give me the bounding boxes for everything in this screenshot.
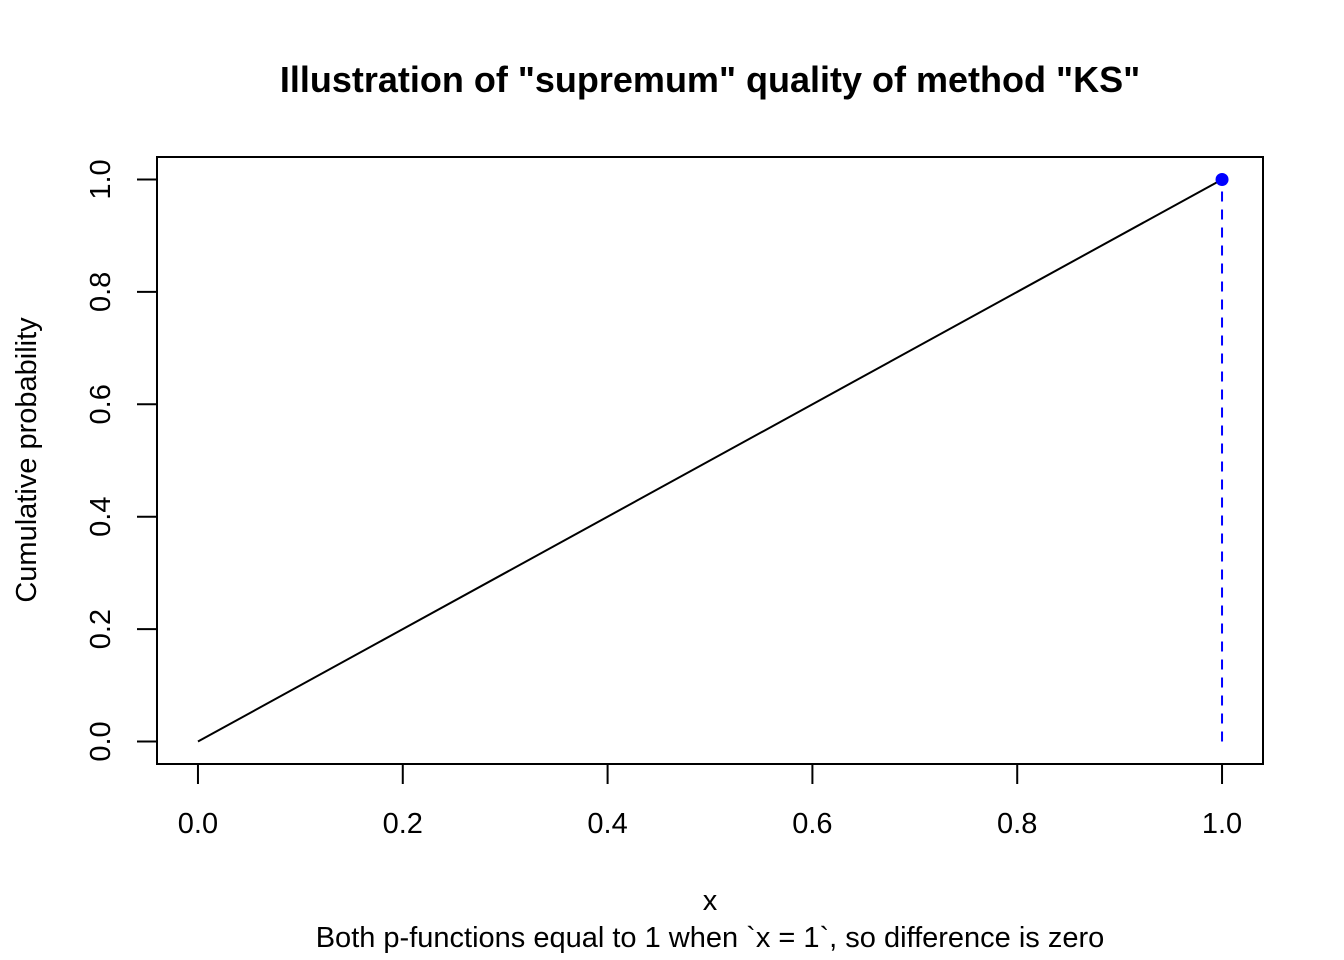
plot-area <box>197 172 1229 743</box>
chart-title: Illustration of "supremum" quality of me… <box>280 59 1140 100</box>
supremum-point <box>1215 172 1229 186</box>
x-axis-title: x <box>703 885 718 917</box>
series-line <box>197 178 1223 743</box>
x-tick-label: 0.0 <box>178 808 218 840</box>
y-axis: 0.0 0.2 0.4 0.6 0.8 1.0 <box>85 159 158 762</box>
y-tick-label: 0.0 <box>85 721 117 761</box>
x-tick-label: 1.0 <box>1202 808 1242 840</box>
x-tick-label: 0.2 <box>383 808 423 840</box>
y-tick-label: 0.6 <box>85 384 117 424</box>
y-tick-label: 0.4 <box>85 497 117 537</box>
y-tick-label: 1.0 <box>85 159 117 199</box>
x-tick-label: 0.6 <box>792 808 832 840</box>
x-tick-label: 0.4 <box>587 808 627 840</box>
x-axis: 0.0 0.2 0.4 0.6 0.8 1.0 <box>178 763 1242 840</box>
chart-subtitle: Both p-functions equal to 1 when `x = 1`… <box>316 922 1105 954</box>
x-tick-label: 0.8 <box>997 808 1037 840</box>
y-axis-title: Cumulative probability <box>11 317 43 603</box>
y-tick-label: 0.8 <box>85 272 117 312</box>
y-tick-label: 0.2 <box>85 609 117 649</box>
